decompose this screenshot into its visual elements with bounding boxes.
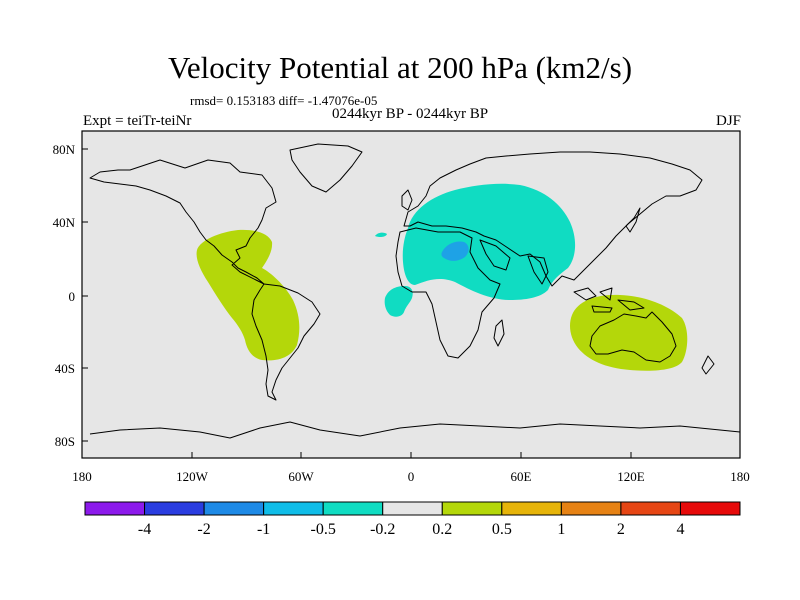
chart-title: Velocity Potential at 200 hPa (km2/s) <box>167 50 633 85</box>
y-axis-labels: 80N 40N 0 40S 80S <box>53 142 76 449</box>
colorbar <box>84 501 741 516</box>
colorbar-label: -0.2 <box>370 521 395 538</box>
x-tick-label: 0 <box>408 469 415 484</box>
x-tick-label: 60E <box>511 469 532 484</box>
coastline-africa <box>395 227 501 359</box>
positive-region-australia <box>570 294 688 371</box>
colorbar-label: -2 <box>197 521 210 538</box>
coastline-madagascar <box>493 319 505 347</box>
negative-core-region <box>441 241 469 261</box>
coastline-australia <box>589 311 677 363</box>
x-tick-label: 120E <box>617 469 645 484</box>
coastline-japan <box>625 207 641 233</box>
coastlines <box>89 143 741 439</box>
negative-region-eurasia <box>402 183 576 300</box>
y-tick-label: 40S <box>55 361 75 376</box>
coastline-greenland <box>289 143 363 193</box>
x-tick-label: 120W <box>176 469 209 484</box>
colorbar-swatch <box>560 501 622 516</box>
stats-label: rmsd= 0.153183 diff= -1.47076e-05 <box>190 93 378 108</box>
coastline-eurasia <box>403 151 703 287</box>
colorbar-label: 4 <box>676 521 684 538</box>
coastline-uk <box>401 189 413 211</box>
y-tick-label: 80N <box>53 142 76 157</box>
colorbar-swatch <box>501 501 562 516</box>
tick-marks <box>81 148 741 458</box>
colorbar-swatch <box>84 501 146 516</box>
colorbar-swatch <box>382 501 443 516</box>
y-tick-label: 80S <box>55 434 75 449</box>
x-tick-label: 180 <box>730 469 750 484</box>
x-tick-label: 60W <box>288 469 314 484</box>
coastline-north-america <box>89 159 277 285</box>
anomaly-regions <box>196 183 688 371</box>
y-tick-label: 0 <box>69 289 76 304</box>
positive-region-americas <box>196 229 300 361</box>
experiment-label: Expt = teiTr-teiNr <box>83 113 192 129</box>
coastline-south-america <box>251 283 321 401</box>
coastline-maritime-se-asia <box>573 287 645 313</box>
colorbar-label: -1 <box>257 521 270 538</box>
colorbar-label: -4 <box>138 521 151 538</box>
x-axis-labels: 180 120W 60W 0 60E 120E 180 <box>72 469 750 484</box>
colorbar-label: 0.2 <box>432 521 452 538</box>
y-tick-label: 40N <box>53 215 76 230</box>
colorbar-swatch <box>263 501 324 516</box>
colorbar-swatch <box>203 501 265 516</box>
colorbar-swatch <box>620 501 681 516</box>
colorbar-label: -0.5 <box>311 521 336 538</box>
colorbar-labels: -4 -2 -1 -0.5 -0.2 0.2 0.5 1 2 4 <box>138 521 685 538</box>
period-label: 0244kyr BP - 0244kyr BP <box>331 106 489 122</box>
colorbar-swatch <box>441 501 503 516</box>
coastline-new-zealand <box>701 355 715 375</box>
negative-region-atlantic <box>384 286 413 317</box>
season-label: DJF <box>715 113 741 129</box>
colorbar-label: 0.5 <box>492 521 512 538</box>
colorbar-label: 2 <box>617 521 625 538</box>
negative-blob-small <box>375 232 387 238</box>
colorbar-swatch <box>679 501 741 516</box>
coastline-arabia-india <box>479 239 549 285</box>
x-tick-label: 180 <box>72 469 92 484</box>
colorbar-swatch <box>144 501 205 516</box>
colorbar-swatch <box>322 501 384 516</box>
coastline-antarctica <box>89 421 741 439</box>
colorbar-label: 1 <box>557 521 565 538</box>
